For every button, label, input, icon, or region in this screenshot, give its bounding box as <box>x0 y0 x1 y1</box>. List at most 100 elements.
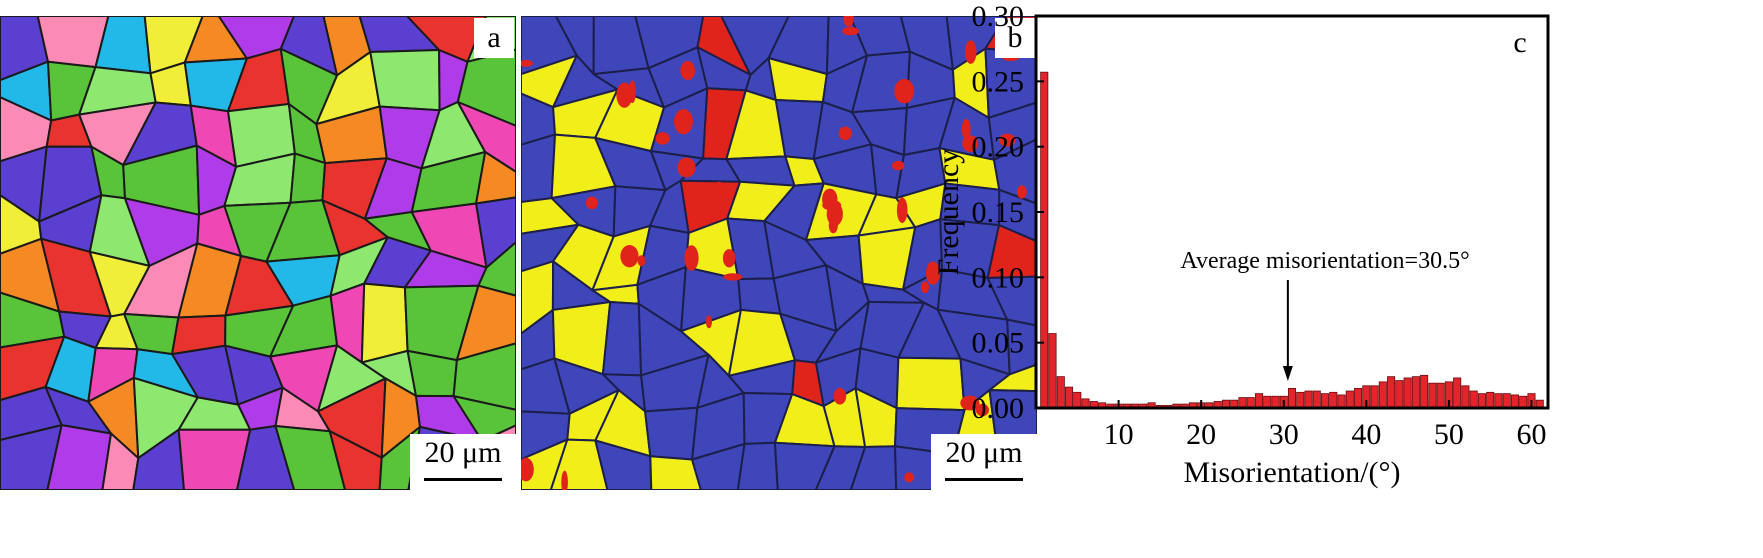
y-tick-label: 0.20 <box>972 131 1025 164</box>
scale-bar-a: 20 μm <box>410 434 516 490</box>
histogram-bar <box>1354 387 1363 409</box>
grain <box>46 424 112 490</box>
histogram-bar <box>1263 395 1272 409</box>
panel-letter-a: a <box>474 18 514 58</box>
histogram-bar <box>1502 393 1511 409</box>
precipitate <box>705 315 712 329</box>
grain <box>177 428 252 490</box>
precipitate <box>674 109 693 135</box>
grain <box>644 406 699 461</box>
grain <box>987 101 1037 161</box>
histogram-bar <box>1329 391 1338 409</box>
grain <box>594 439 653 490</box>
precipitate <box>677 157 696 178</box>
x-tick-label: 50 <box>1434 418 1464 451</box>
histogram-bar <box>1403 377 1412 409</box>
grain <box>369 49 441 112</box>
x-tick-label: 40 <box>1351 418 1381 451</box>
precipitate <box>904 472 914 483</box>
y-tick-label: 0.30 <box>972 0 1025 33</box>
histogram-bar <box>1337 394 1346 409</box>
precipitate <box>925 261 940 285</box>
precipitate <box>843 16 854 27</box>
scale-bar-label-b: 20 μm <box>945 436 1023 469</box>
scale-bar-line-b <box>945 478 1023 481</box>
grain <box>986 275 1037 327</box>
histogram-bar <box>1461 385 1470 409</box>
grain <box>988 389 1037 448</box>
precipitate <box>894 79 915 104</box>
grain <box>649 455 702 490</box>
annotation-arrow-head <box>1282 366 1293 381</box>
ipf-map-panel-a: a 20 μm <box>0 16 516 490</box>
grain <box>455 284 516 362</box>
grain <box>691 442 746 490</box>
precipitate <box>826 201 843 227</box>
precipitate <box>842 26 859 36</box>
grain <box>274 425 347 490</box>
precipitate <box>975 403 989 417</box>
histogram-bar <box>1312 390 1321 409</box>
grain <box>378 425 421 490</box>
grain <box>849 445 898 490</box>
histogram-svg: 0.00 0.05 0.10 0.15 0.20 0.25 0.30 10 20 30 40 50 6… <box>932 0 1550 489</box>
phase-distribution-map <box>521 16 1037 490</box>
histogram-bar <box>1040 71 1049 409</box>
precipitate <box>920 281 930 294</box>
precipitate <box>838 126 852 141</box>
histogram-bar <box>1411 376 1420 409</box>
y-tick-label: 0.10 <box>972 261 1025 294</box>
histogram-bar <box>1428 382 1437 409</box>
precipitate <box>637 255 646 267</box>
scale-bar-line-a <box>424 478 502 481</box>
grain <box>475 151 516 205</box>
grain <box>521 133 556 203</box>
precipitate <box>962 135 979 152</box>
precipitate <box>620 245 639 268</box>
histogram-bar <box>1271 395 1280 409</box>
histogram-bar <box>1486 391 1495 409</box>
precipitate <box>891 160 905 171</box>
precipitate <box>723 273 743 281</box>
histogram-bar <box>1387 376 1396 409</box>
ipf-orientation-map <box>0 16 516 490</box>
histogram-bar <box>1378 381 1387 409</box>
phase-map-panel-b: b 20 μm <box>521 16 1037 490</box>
histogram-bar <box>1477 393 1486 409</box>
misorientation-histogram: 0.00 0.05 0.10 0.15 0.20 0.25 0.30 10 20 30 40 50 6… <box>920 0 1763 558</box>
grain <box>101 432 140 490</box>
precipitate <box>616 82 633 108</box>
panel-letter-b: b <box>995 18 1035 58</box>
grain <box>0 424 63 490</box>
histogram-bar <box>1494 393 1503 409</box>
grain <box>988 363 1037 393</box>
x-tick-label: 20 <box>1186 418 1216 451</box>
bar-group <box>1040 71 1544 409</box>
y-tick-label: 0.05 <box>972 327 1025 360</box>
histogram-bar <box>1321 393 1330 409</box>
precipitate <box>680 60 695 81</box>
histogram-bar <box>1453 377 1462 409</box>
grain <box>521 438 569 490</box>
histogram-bar <box>1296 391 1305 409</box>
precipitate <box>961 119 971 139</box>
grain <box>132 428 185 490</box>
grain <box>601 301 643 377</box>
histogram-bar <box>1056 376 1065 409</box>
grain <box>773 441 836 490</box>
grain <box>328 430 383 490</box>
histogram-bar <box>1287 387 1297 409</box>
annotation-label: Average misorientation=30.5° <box>1180 248 1469 274</box>
precipitate <box>521 457 534 482</box>
histogram-bar <box>1065 386 1074 409</box>
grain <box>456 101 516 173</box>
precipitate <box>960 395 980 411</box>
grain <box>477 241 516 297</box>
x-tick-label: 30 <box>1269 418 1299 451</box>
precipitate <box>1016 185 1027 199</box>
histogram-bar <box>1519 395 1528 409</box>
precipitate <box>712 181 726 197</box>
histogram-bar <box>1510 394 1519 409</box>
x-axis-label: Misorientation/(°) <box>1184 456 1401 489</box>
grain <box>1006 318 1037 376</box>
